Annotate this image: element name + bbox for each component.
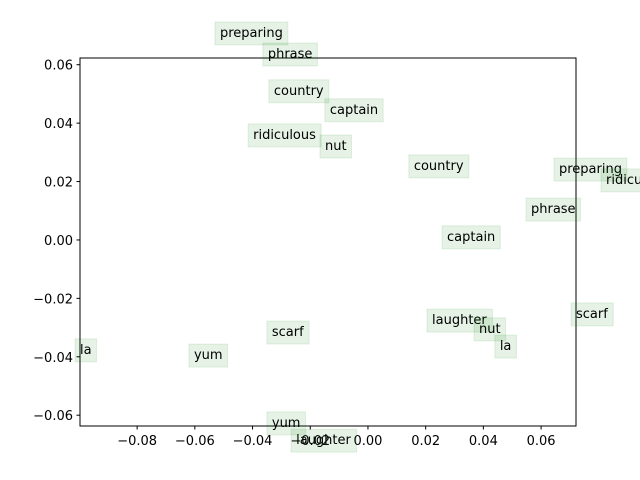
y-tick-label: −0.04 xyxy=(33,351,73,366)
point-label: la xyxy=(80,343,92,358)
point xyxy=(290,428,358,453)
point-label: preparing xyxy=(559,162,622,177)
x-tick-label: −0.02 xyxy=(290,434,330,449)
point xyxy=(214,21,289,46)
point xyxy=(600,168,640,193)
y-tick-label: 0.06 xyxy=(44,59,73,74)
y-tick-label: −0.06 xyxy=(33,409,73,424)
point-label: scarf xyxy=(576,307,608,322)
x-tick-label: −0.04 xyxy=(233,434,273,449)
y-tick-label: 0.04 xyxy=(44,117,73,132)
x-tick-label: −0.08 xyxy=(117,434,157,449)
y-tick-label: 0.02 xyxy=(44,176,73,191)
point xyxy=(553,157,628,182)
point xyxy=(188,343,229,368)
point-label: preparing xyxy=(220,26,283,41)
point xyxy=(426,308,493,333)
x-tick-label: −0.06 xyxy=(175,434,215,449)
point xyxy=(570,302,614,327)
point xyxy=(266,320,310,345)
point xyxy=(494,334,517,359)
point-label: yum xyxy=(272,416,301,431)
point-label: la xyxy=(500,339,512,354)
point xyxy=(525,197,582,222)
point xyxy=(247,123,322,148)
point xyxy=(74,338,98,363)
point xyxy=(266,411,306,436)
point xyxy=(441,225,501,250)
point-label: phrase xyxy=(531,202,576,217)
point-label: ridiculous xyxy=(253,128,316,143)
point-label: yum xyxy=(194,348,223,363)
point-label: phrase xyxy=(268,47,313,62)
point xyxy=(319,134,353,159)
y-tick-label: −0.02 xyxy=(33,292,73,307)
point-label: country xyxy=(274,84,324,99)
y-tick-label: 0.00 xyxy=(44,234,73,249)
point-label: nut xyxy=(325,139,347,154)
point xyxy=(408,154,470,179)
point xyxy=(324,98,384,123)
x-tick-label: 0.00 xyxy=(353,434,382,449)
axes-frame xyxy=(79,57,577,427)
point xyxy=(473,317,507,342)
point-label: laughter xyxy=(432,313,487,328)
x-tick-label: 0.02 xyxy=(411,434,440,449)
point-label: captain xyxy=(447,230,495,245)
point-label: ridiculous xyxy=(606,173,640,188)
point xyxy=(268,79,330,104)
point xyxy=(262,42,318,67)
point-label: country xyxy=(414,159,464,174)
point-label: laughter xyxy=(296,433,351,448)
x-tick-label: 0.06 xyxy=(527,434,556,449)
point-label: nut xyxy=(479,322,501,337)
x-tick-label: 0.04 xyxy=(469,434,498,449)
point-label: captain xyxy=(330,103,378,118)
point-label: scarf xyxy=(272,325,304,340)
